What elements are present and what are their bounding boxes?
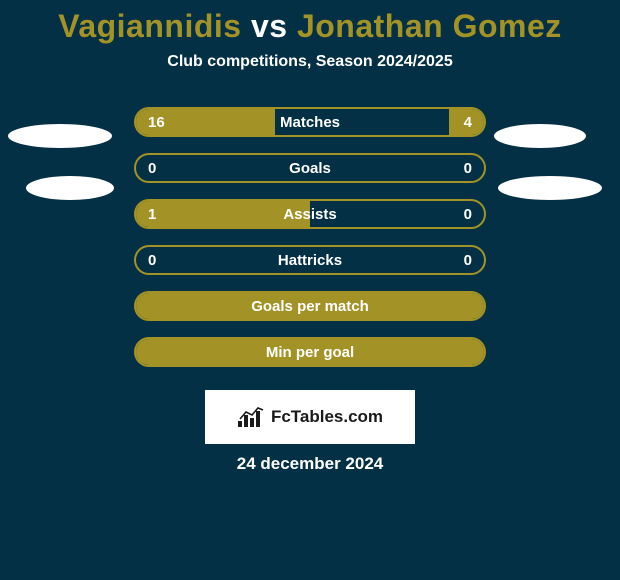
- subtitle: Club competitions, Season 2024/2025: [0, 53, 620, 71]
- stat-value-right: 0: [464, 153, 472, 183]
- stat-row: Goals per match: [134, 291, 486, 321]
- stat-bar: [134, 153, 486, 183]
- decorative-ellipse: [26, 176, 114, 200]
- date-text: 24 december 2024: [0, 454, 620, 474]
- title-player2: Jonathan Gomez: [297, 8, 562, 44]
- stat-value-right: 0: [464, 199, 472, 229]
- stat-fill-left: [136, 201, 310, 227]
- stat-fill-left: [136, 293, 484, 319]
- site-badge: FcTables.com: [205, 390, 415, 444]
- stat-value-left: 1: [148, 199, 156, 229]
- stat-value-right: 4: [464, 107, 472, 137]
- page-title: Vagiannidis vs Jonathan Gomez: [0, 0, 620, 45]
- stat-value-left: 16: [148, 107, 165, 137]
- stat-bar: [134, 337, 486, 367]
- stat-bar: [134, 199, 486, 229]
- stat-row: Goals00: [134, 153, 486, 183]
- chart-icon: [237, 407, 265, 427]
- stat-row: Min per goal: [134, 337, 486, 367]
- title-player1: Vagiannidis: [58, 8, 241, 44]
- stat-row: Hattricks00: [134, 245, 486, 275]
- stat-value-right: 0: [464, 245, 472, 275]
- decorative-ellipse: [494, 124, 586, 148]
- stat-bar: [134, 107, 486, 137]
- stat-fill-left: [136, 339, 484, 365]
- stat-bar: [134, 245, 486, 275]
- stat-value-left: 0: [148, 245, 156, 275]
- stat-row: Assists10: [134, 199, 486, 229]
- stat-value-left: 0: [148, 153, 156, 183]
- badge-text: FcTables.com: [271, 407, 383, 427]
- decorative-ellipse: [498, 176, 602, 200]
- title-vs: vs: [251, 8, 288, 44]
- decorative-ellipse: [8, 124, 112, 148]
- stat-bar: [134, 291, 486, 321]
- stat-row: Matches164: [134, 107, 486, 137]
